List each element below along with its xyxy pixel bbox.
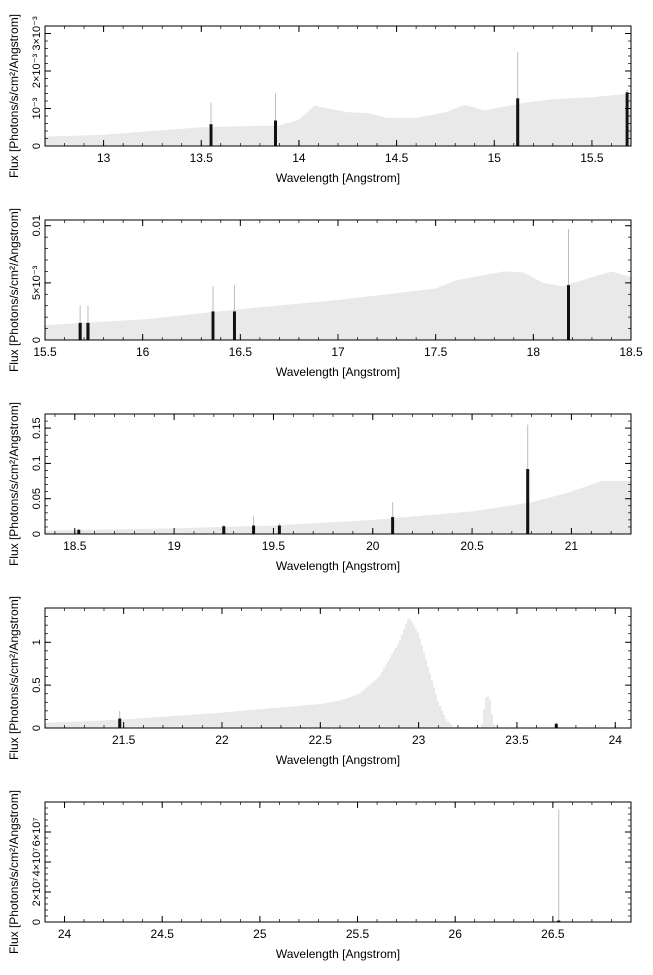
y-tick-label: 0.5 <box>31 677 43 692</box>
spectrum-panel-4: 21.5 22 22.5 23 23.5 24 0 0.5 1 Wavelength [Angst… <box>0 582 653 776</box>
plot-frame <box>44 801 632 923</box>
line-features <box>557 809 561 922</box>
line-bar <box>273 120 277 146</box>
continuum-spectrum <box>45 481 631 534</box>
x-tick-label: 25.5 <box>346 927 370 941</box>
x-tick-label: 16 <box>136 345 150 359</box>
x-tick-label: 13 <box>97 151 111 165</box>
x-axis-label: Wavelength [Angstrom] <box>276 559 400 573</box>
x-tick-label: 22 <box>215 733 229 747</box>
x-tick-label: 14 <box>292 151 306 165</box>
y-axis-label: Flux [Photons/s/cm²/Angstrom] <box>7 596 21 760</box>
line-features <box>77 424 530 534</box>
x-tick-label: 17.5 <box>424 345 448 359</box>
panel-svg: 18.5 19 19.5 20 20.5 21 0 0.05 0.1 0.15 Wavelength… <box>7 402 632 573</box>
x-axis-label: Wavelength [Angstrom] <box>276 171 400 185</box>
x-tick-label: 23 <box>412 733 426 747</box>
x-tick-label: 19 <box>167 539 181 553</box>
line-bar <box>86 322 90 340</box>
x-tick-label: 20 <box>366 539 380 553</box>
panel-svg: 15.5 16 16.5 17 17.5 18 18.5 0 5×10⁻³ 0.01 Wavelen… <box>7 208 643 379</box>
x-tick-label: 21.5 <box>112 733 136 747</box>
y-tick-label: 5×10⁻³ <box>31 265 43 300</box>
y-tick-label: 0 <box>31 919 43 925</box>
y-tick-label: 3×10⁻³ <box>31 16 43 51</box>
y-tick-label: 2×10⁷ <box>31 878 43 907</box>
y-tick-label: 0.1 <box>31 456 43 471</box>
spectrum-panel-2: 15.5 16 16.5 17 17.5 18 18.5 0 5×10⁻³ 0.01 Wavelen… <box>0 194 653 388</box>
y-axis-label: Flux [Photons/s/cm²/Angstrom] <box>7 14 21 178</box>
line-bar <box>516 98 520 146</box>
line-bar <box>209 124 213 146</box>
continuum-spectrum <box>45 93 631 146</box>
x-axis-label: Wavelength [Angstrom] <box>276 365 400 379</box>
line-bar <box>252 525 256 534</box>
x-tick-label: 20.5 <box>460 539 484 553</box>
x-tick-label: 14.5 <box>385 151 409 165</box>
line-bar <box>391 517 395 534</box>
x-tick-label: 22.5 <box>309 733 333 747</box>
x-tick-label: 19.5 <box>262 539 286 553</box>
line-bar <box>77 529 81 534</box>
x-axis-label: Wavelength [Angstrom] <box>276 947 400 961</box>
line-bar <box>211 311 215 340</box>
line-bar <box>557 920 561 922</box>
y-tick-label: 0 <box>31 531 43 537</box>
x-tick-label: 21 <box>565 539 579 553</box>
y-axis-label: Flux [Photons/s/cm²/Angstrom] <box>7 790 21 954</box>
line-bar <box>566 285 570 340</box>
y-tick-label: 6×10⁷ <box>31 818 43 847</box>
x-tick-label: 25 <box>253 927 267 941</box>
line-bar <box>625 92 629 146</box>
line-bar <box>222 526 226 534</box>
panel-svg: 13 13.5 14 14.5 15 15.5 0 10⁻³ 2×10⁻³ 3×10⁻³ Wavel… <box>7 14 632 185</box>
x-tick-label: 18.5 <box>619 345 643 359</box>
continuum-spectrum <box>45 271 631 340</box>
line-bar <box>118 718 122 728</box>
x-axis-label: Wavelength [Angstrom] <box>276 753 400 767</box>
line-bar <box>526 469 530 534</box>
x-tick-label: 18.5 <box>63 539 87 553</box>
x-tick-label: 16.5 <box>229 345 253 359</box>
y-tick-label: 0 <box>31 337 43 343</box>
y-tick-label: 2×10⁻³ <box>31 54 43 89</box>
x-tick-label: 17 <box>331 345 345 359</box>
panel-svg: 21.5 22 22.5 23 23.5 24 0 0.5 1 Wavelength [Angst… <box>7 596 632 767</box>
line-bar <box>78 322 82 340</box>
spectrum-panel-3: 18.5 19 19.5 20 20.5 21 0 0.05 0.1 0.15 Wavelength… <box>0 388 653 582</box>
x-tick-label: 13.5 <box>190 151 214 165</box>
spectrum-panel-5: 24 24.5 25 25.5 26 26.5 0 2×10⁷ 4×10⁷ 6×10⁷ Wavele… <box>0 776 653 970</box>
line-features <box>78 229 570 340</box>
y-tick-label: 0.15 <box>31 417 43 438</box>
y-tick-label: 0 <box>31 725 43 731</box>
y-axis-label: Flux [Photons/s/cm²/Angstrom] <box>7 208 21 372</box>
x-tick-label: 24 <box>58 927 72 941</box>
x-tick-label: 15 <box>488 151 502 165</box>
x-tick-label: 15.5 <box>580 151 604 165</box>
x-tick-label: 24.5 <box>151 927 175 941</box>
x-tick-label: 18 <box>527 345 541 359</box>
y-tick-label: 4×10⁷ <box>31 848 43 877</box>
spectrum-panel-1: 13 13.5 14 14.5 15 15.5 0 10⁻³ 2×10⁻³ 3×10⁻³ Wavel… <box>0 0 653 194</box>
y-tick-label: 1 <box>31 639 43 645</box>
x-tick-label: 26 <box>449 927 463 941</box>
y-tick-label: 0.01 <box>31 215 43 236</box>
x-tick-label: 26.5 <box>541 927 565 941</box>
x-tick-label: 23.5 <box>505 733 529 747</box>
line-bar <box>232 311 236 340</box>
continuum-spectrum <box>45 618 631 728</box>
plot-frame <box>44 413 632 535</box>
y-tick-label: 0.05 <box>31 488 43 509</box>
y-tick-label: 0 <box>31 143 43 149</box>
line-features <box>209 52 629 146</box>
x-tick-label: 15.5 <box>33 345 57 359</box>
y-tick-label: 10⁻³ <box>31 97 43 119</box>
y-axis-label: Flux [Photons/s/cm²/Angstrom] <box>7 402 21 566</box>
line-bar <box>277 525 281 534</box>
x-tick-label: 24 <box>609 733 623 747</box>
